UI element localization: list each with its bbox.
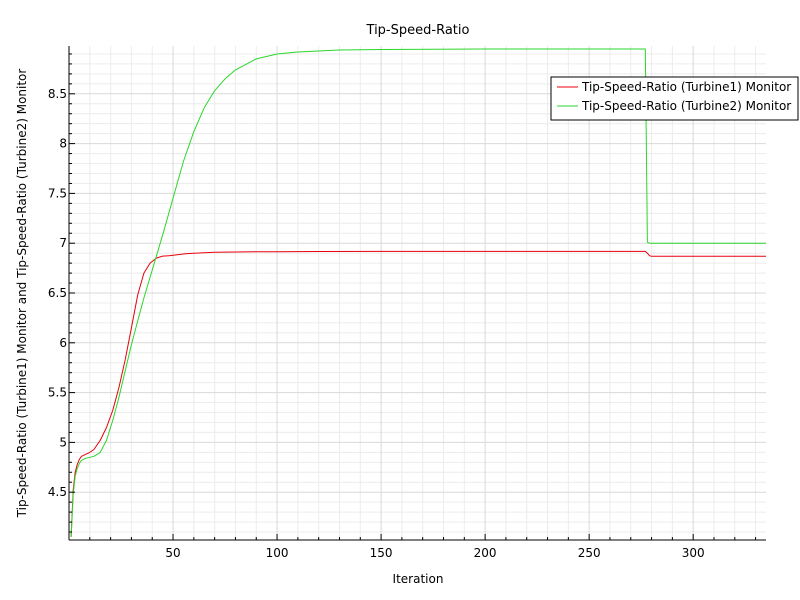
legend: Tip-Speed-Ratio (Turbine1) Monitor Tip-S…	[550, 76, 799, 121]
x-tick-label: 200	[474, 546, 497, 560]
y-axis-label: Tip-Speed-Ratio (Turbine1) Monitor and T…	[15, 69, 29, 519]
series-line-turbine2	[70, 48, 766, 538]
y-tick-label: 7.5	[48, 186, 67, 200]
x-axis-label: Iteration	[393, 572, 444, 586]
y-tick-label: 6	[59, 336, 67, 350]
y-tick-label: 8	[59, 137, 67, 151]
y-tick-label: 7	[59, 236, 67, 250]
y-tick-label: 6.5	[48, 286, 67, 300]
series-layer	[70, 48, 766, 538]
legend-label-turbine2: Tip-Speed-Ratio (Turbine2) Monitor	[581, 99, 791, 113]
legend-label-turbine1: Tip-Speed-Ratio (Turbine1) Monitor	[581, 80, 791, 94]
y-axis-ticks: 4.5 5 5.5 6 6.5 7 7.5 8 8.5	[48, 53, 75, 533]
plot-area: 50 100 150 200 250 300 4.5 5 5.5 6 6.5 7 7.5 8 8.5	[48, 46, 766, 560]
y-tick-label: 4.5	[48, 485, 67, 499]
x-tick-label: 250	[578, 546, 601, 560]
x-tick-label: 50	[165, 546, 180, 560]
legend-box	[550, 76, 799, 121]
y-tick-label: 5	[59, 435, 67, 449]
x-axis-ticks: 50 100 150 200 250 300	[89, 534, 757, 560]
x-tick-label: 150	[370, 546, 393, 560]
grid-major	[69, 46, 766, 540]
x-tick-label: 100	[266, 546, 289, 560]
x-tick-label: 300	[682, 546, 705, 560]
series-line-turbine1	[70, 250, 766, 538]
y-tick-label: 8.5	[48, 87, 67, 101]
y-tick-label: 5.5	[48, 386, 67, 400]
chart-title: Tip-Speed-Ratio	[366, 23, 470, 38]
